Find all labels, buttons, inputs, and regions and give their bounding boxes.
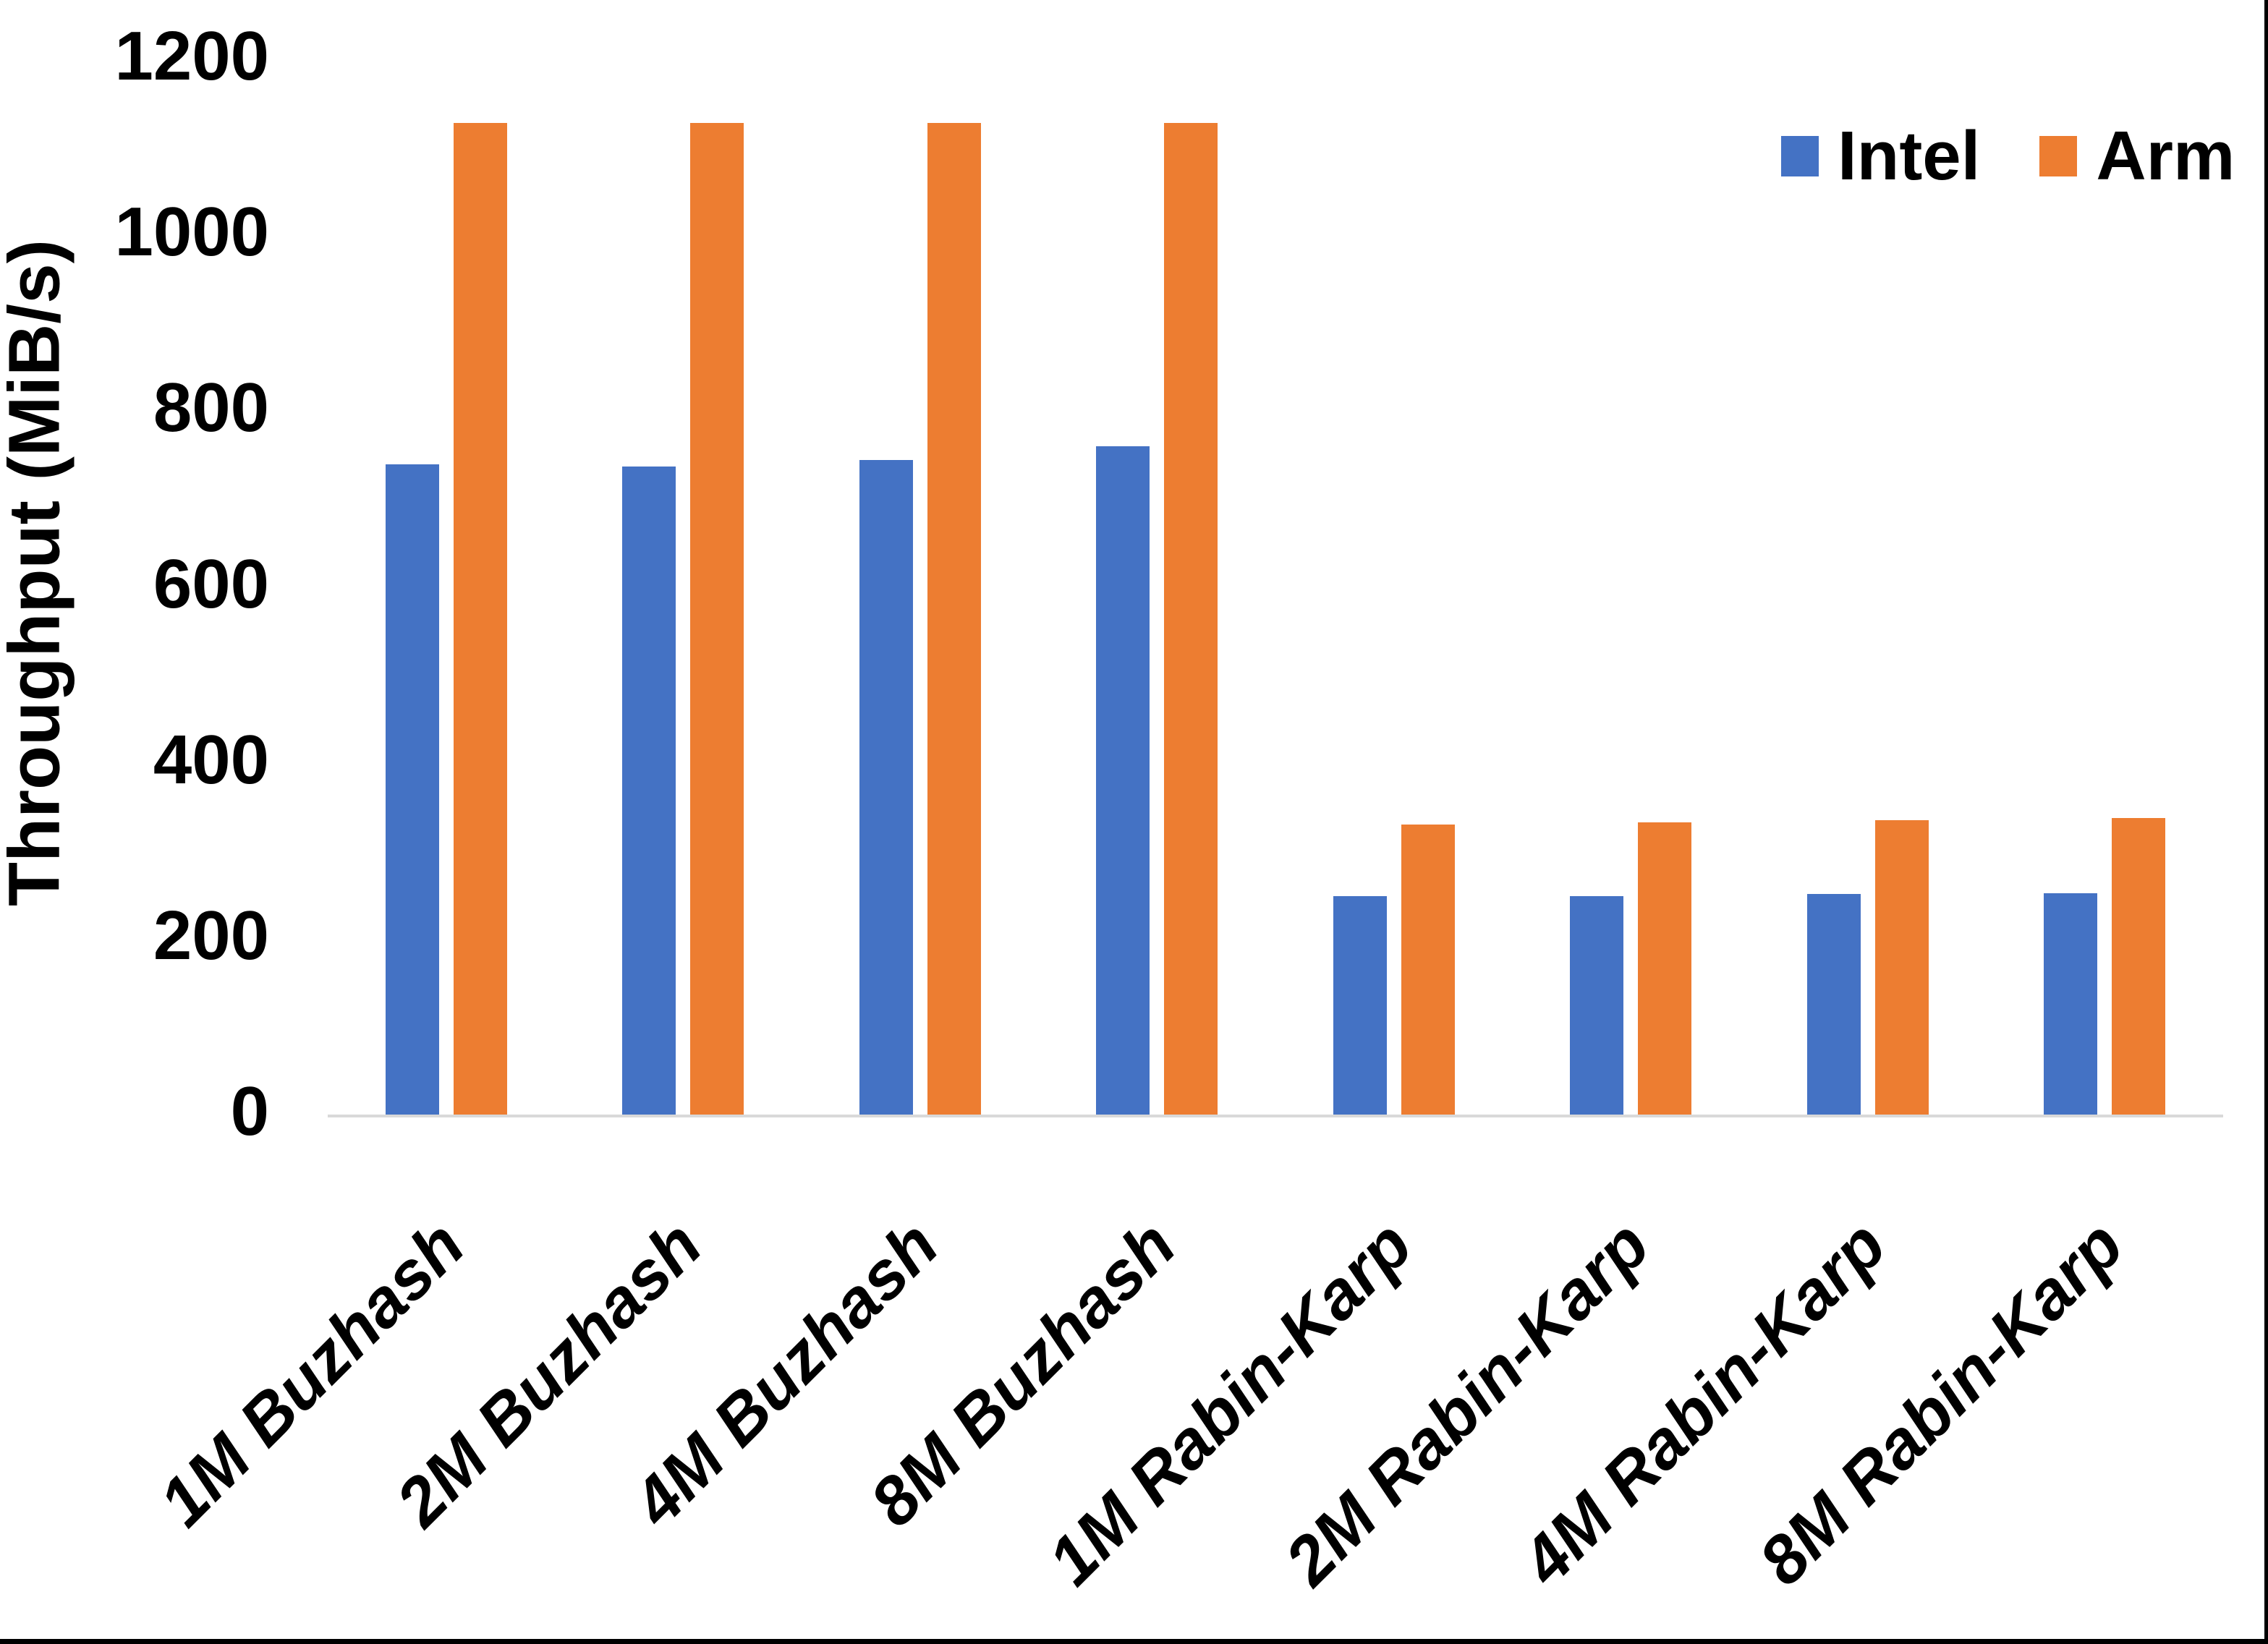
- y-tick-label-1200: 1200: [114, 17, 269, 95]
- bar-arm-1m-rabin-karp: [1401, 824, 1455, 1115]
- bar-arm-2m-buzhash: [690, 122, 744, 1115]
- bar-arm-4m-rabin-karp: [1874, 819, 1929, 1115]
- bar-intel-1m-buzhash: [385, 464, 439, 1115]
- bar-intel-4m-rabin-karp: [1806, 893, 1861, 1115]
- frame-bottom-edge: [0, 1639, 2268, 1644]
- legend-item-arm: Arm: [2039, 122, 2235, 191]
- y-tick-label-200: 200: [153, 896, 269, 974]
- bar-intel-4m-buzhash: [859, 460, 913, 1115]
- bar-arm-8m-buzhash: [1164, 122, 1218, 1115]
- arm-swatch-icon: [2039, 136, 2078, 176]
- intel-swatch-icon: [1781, 136, 1819, 176]
- bar-intel-2m-buzhash: [622, 466, 676, 1115]
- bar-intel-1m-rabin-karp: [1333, 896, 1387, 1115]
- bar-arm-1m-buzhash: [453, 122, 507, 1115]
- x-axis-line: [328, 1115, 2223, 1117]
- bar-intel-8m-buzhash: [1096, 446, 1150, 1115]
- legend-item-intel: Intel: [1781, 122, 1980, 191]
- bar-arm-8m-rabin-karp: [2112, 818, 2166, 1115]
- legend: Intel Arm: [1781, 122, 2235, 191]
- y-tick-label-400: 400: [153, 720, 269, 798]
- y-tick-label-1000: 1000: [114, 193, 269, 271]
- bar-arm-4m-buzhash: [927, 122, 981, 1115]
- frame-right-edge: [2264, 0, 2268, 1644]
- legend-label-arm: Arm: [2096, 117, 2235, 195]
- bar-arm-2m-rabin-karp: [1638, 822, 1692, 1115]
- bar-intel-2m-rabin-karp: [1570, 896, 1624, 1115]
- y-tick-label-800: 800: [153, 369, 269, 447]
- y-tick-label-600: 600: [153, 545, 269, 623]
- bar-intel-8m-rabin-karp: [2044, 893, 2098, 1115]
- y-tick-label-0: 0: [230, 1073, 269, 1151]
- legend-label-intel: Intel: [1838, 117, 1981, 195]
